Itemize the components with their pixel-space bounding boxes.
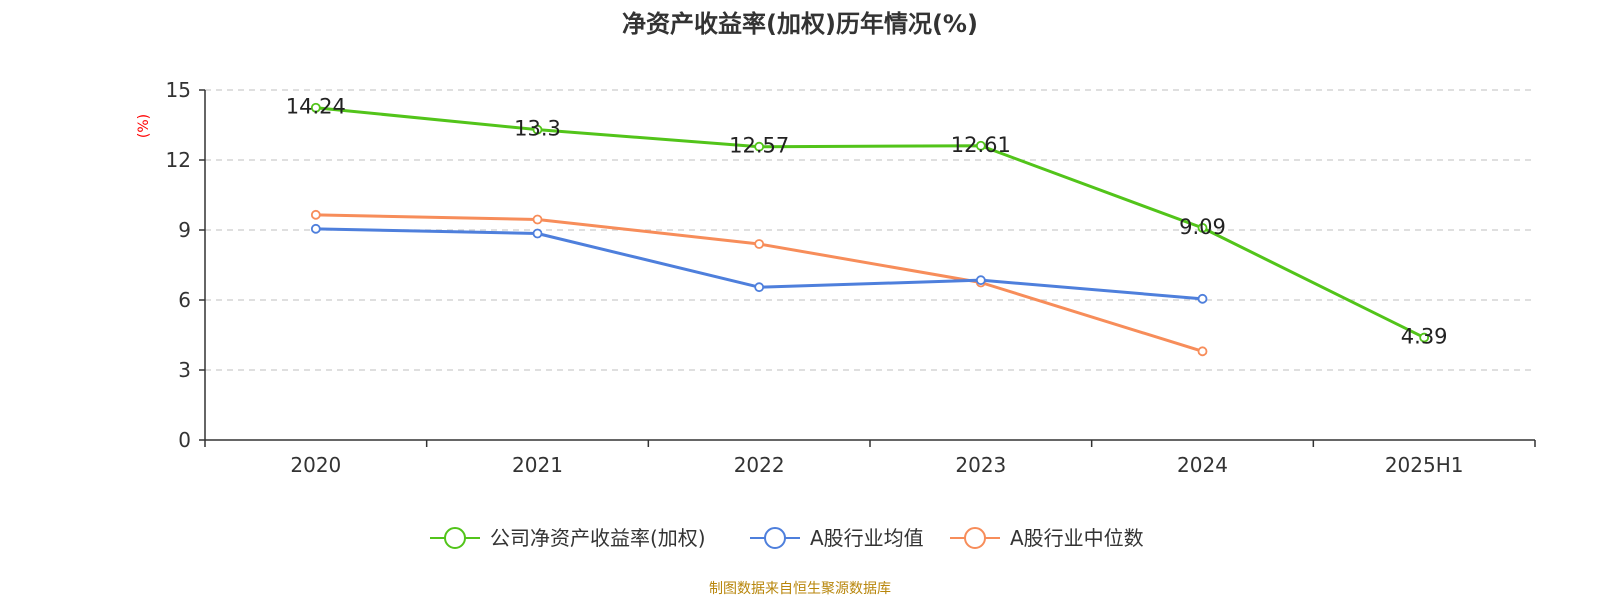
series-line <box>315 106 1425 339</box>
data-point <box>310 102 321 113</box>
y-tick-label: 12 <box>166 148 191 172</box>
axes: 0 3 6 9 12 15 2020 2021 2022 2023 2024 2025H1 <box>166 78 1536 477</box>
data-point <box>975 140 986 151</box>
legend-item: A股行业中位数 <box>950 526 1144 550</box>
legend-label: A股行业中位数 <box>1010 526 1144 550</box>
legend-label: 公司净资产收益率(加权) <box>490 526 706 550</box>
y-tick-label: 6 <box>178 288 191 312</box>
data-label: 4.39 <box>1401 325 1448 349</box>
x-tick-label: 2021 <box>512 453 563 477</box>
data-labels: 14.24 13.3 12.57 12.61 9.09 4.39 <box>286 95 1448 349</box>
data-label: 9.09 <box>1179 215 1226 239</box>
data-point <box>1197 293 1208 304</box>
legend-item: A股行业均值 <box>750 526 924 550</box>
x-tick-label: 2024 <box>1177 453 1228 477</box>
data-label: 13.3 <box>514 117 561 141</box>
legend-label: A股行业均值 <box>810 526 924 550</box>
data-point <box>754 239 765 249</box>
data-point <box>1197 222 1208 233</box>
x-tick-label: 2022 <box>734 453 785 477</box>
y-tick-label: 0 <box>178 428 191 452</box>
data-point <box>975 275 986 286</box>
data-point <box>1419 332 1430 343</box>
data-point <box>532 124 543 135</box>
data-point <box>754 141 765 152</box>
data-point <box>1197 346 1208 357</box>
data-source-footer: 制图数据来自恒生聚源数据库 <box>709 581 891 597</box>
x-tick-label: 2025H1 <box>1385 453 1464 477</box>
legend-marker <box>444 527 466 549</box>
legend-marker <box>764 527 786 549</box>
data-point <box>310 223 321 234</box>
data-label: 12.57 <box>729 134 789 158</box>
data-label: 14.24 <box>286 95 346 119</box>
y-tick-label: 15 <box>166 78 191 102</box>
data-point <box>310 209 321 220</box>
y-tick-label: 9 <box>178 218 191 242</box>
data-point <box>532 228 543 239</box>
x-tick-label: 2023 <box>955 453 1006 477</box>
legend: 公司净资产收益率(加权) A股行业均值 A股行业中位数 <box>430 526 1144 550</box>
y-tick-label: 3 <box>178 358 191 382</box>
data-label: 12.61 <box>951 133 1011 157</box>
y-axis-label: (%) <box>136 114 152 138</box>
legend-item: 公司净资产收益率(加权) <box>430 526 706 550</box>
data-point <box>532 214 543 225</box>
chart-title: 净资产收益率(加权)历年情况(%) <box>622 10 978 38</box>
x-tick-label: 2020 <box>290 453 341 477</box>
data-point <box>754 282 765 293</box>
series-lines <box>310 102 1430 357</box>
legend-marker <box>964 527 986 549</box>
